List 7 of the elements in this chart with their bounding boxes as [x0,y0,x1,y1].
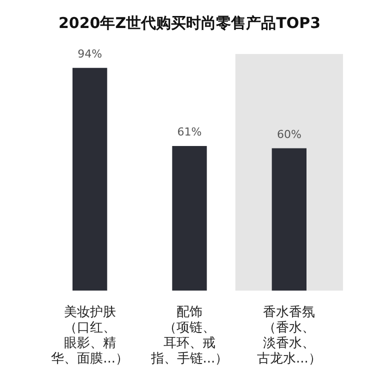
chart-title: 2020年Z世代购买时尚零售产品TOP3 [57,14,322,34]
x-tick-label: 配饰（项链、耳环、戒指、手链...） [150,304,228,367]
data-label: 60% [276,128,302,141]
x-tick-label: 美妆护肤（口红、眼影、精华、面膜...） [51,304,129,367]
data-label: 61% [177,126,202,139]
x-tick-label: 香水香氛（香水、淡香水、古龙水...） [256,304,322,367]
data-label: 94% [78,48,102,61]
